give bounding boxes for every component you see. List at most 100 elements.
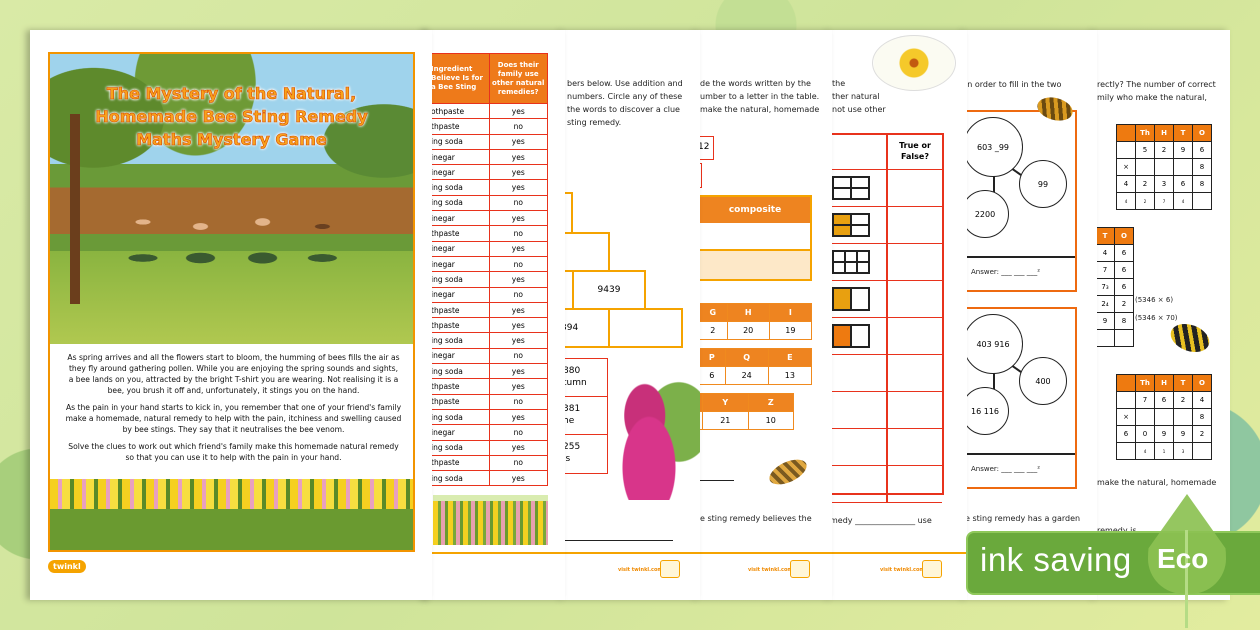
digit-cell[interactable]: × <box>1116 158 1136 176</box>
remedy-answer-cell: yes <box>488 317 548 334</box>
pyramid-brick[interactable]: 9439 <box>572 270 646 310</box>
digit-cell[interactable]: 2 <box>1192 425 1212 443</box>
digit-cell[interactable] <box>1114 329 1134 347</box>
digit-cell[interactable]: 5 <box>1135 141 1155 159</box>
digit-cell[interactable] <box>1154 158 1174 176</box>
digit-cell[interactable] <box>1135 408 1155 426</box>
table-row: ing soda yes <box>430 363 548 380</box>
remedy-answer-cell: yes <box>488 378 548 395</box>
digit-cell[interactable]: 6 <box>1116 425 1136 443</box>
digit-cell[interactable]: 6 <box>1192 141 1212 159</box>
twinkl-badge <box>922 560 942 578</box>
pyramid-brick[interactable] <box>608 308 683 348</box>
ingredient-cell: ing soda <box>430 439 490 456</box>
pyramid-brick[interactable] <box>563 232 610 272</box>
letter-table: G H I 2 20 19 <box>698 303 813 340</box>
digit-cell[interactable]: 7 <box>1135 391 1155 409</box>
letter-cell: Q <box>724 348 769 367</box>
digit-cell[interactable]: 4 <box>1135 442 1155 460</box>
digit-cell[interactable]: 7 <box>1095 261 1115 279</box>
digit-cell[interactable] <box>1192 442 1212 460</box>
digit-cell[interactable]: 4 <box>1116 192 1136 210</box>
ingredient-cell: thpaste <box>430 378 490 395</box>
table-row <box>1095 329 1134 347</box>
ingredient-cell: inegar <box>430 148 490 166</box>
digit-cell[interactable]: 8 <box>1192 175 1212 193</box>
digit-cell[interactable]: 8 <box>1192 158 1212 176</box>
twinkl-badge <box>790 560 810 578</box>
remedy-answer-cell: yes <box>488 332 548 349</box>
table-row: × 8 <box>1116 158 1212 176</box>
digit-cell[interactable]: 3 <box>1173 442 1193 460</box>
letter-cell: Y <box>702 393 749 412</box>
digit-cell[interactable]: 9 <box>1095 312 1115 330</box>
digit-cell[interactable]: 6 <box>1154 391 1174 409</box>
digit-cell[interactable]: 6 <box>1114 261 1134 279</box>
digit-cell[interactable]: 7₃ <box>1095 278 1115 296</box>
worksheet-multiplication: rectly? The number of correct mily who m… <box>1095 30 1230 600</box>
digit-cell[interactable] <box>1173 158 1193 176</box>
digit-cell[interactable]: 9 <box>1173 141 1193 159</box>
digit-cell[interactable]: 6 <box>1173 175 1193 193</box>
table-row: inegar yes <box>430 210 548 227</box>
table-row <box>830 429 942 466</box>
digit-cell[interactable] <box>1135 158 1155 176</box>
digit-cell[interactable]: 2 <box>1154 141 1174 159</box>
digit-cell[interactable] <box>1192 192 1212 210</box>
answer-line[interactable] <box>698 480 734 481</box>
fraction-grid <box>832 287 870 311</box>
digit-cell[interactable]: 6 <box>1114 244 1134 262</box>
digit-cell: H <box>1154 374 1174 392</box>
answer-line[interactable]: Answer: ___ ___ ___² <box>971 465 1040 473</box>
daffodil-border-illustration <box>50 479 413 550</box>
answer-line[interactable] <box>563 540 673 541</box>
digit-cell[interactable]: 9 <box>1154 425 1174 443</box>
digit-cell[interactable] <box>1116 391 1136 409</box>
digit-cell[interactable]: 2 <box>1135 175 1155 193</box>
digit-cell[interactable]: 6 <box>1114 278 1134 296</box>
digit-cell[interactable]: 7 <box>1154 192 1174 210</box>
digit-cell[interactable]: 8 <box>1192 408 1212 426</box>
digit-cell[interactable]: 2 <box>1173 391 1193 409</box>
pyramid-brick[interactable]: 394 <box>563 308 610 348</box>
digit-cell[interactable] <box>1154 408 1174 426</box>
table-row: Th H T O <box>1116 374 1212 392</box>
ingredient-cell: inegar <box>430 347 490 365</box>
cover-frame: The Mystery of the Natural, Homemade Bee … <box>48 52 415 552</box>
footer-link[interactable]: visit twinkl.com <box>880 567 925 573</box>
digit-cell[interactable]: × <box>1116 408 1136 426</box>
digit-cell[interactable]: 3 <box>1154 175 1174 193</box>
digit-cell[interactable]: 2₄ <box>1095 295 1115 313</box>
story-paragraph: Solve the clues to work out which friend… <box>56 441 411 463</box>
table-row: thpaste yes <box>430 301 548 319</box>
ingredient-cell: inegar <box>430 424 490 441</box>
digit-cell[interactable]: 2 <box>1114 295 1134 313</box>
digit-cell[interactable]: 1 <box>1154 442 1174 460</box>
digit-cell[interactable] <box>1116 442 1136 460</box>
digit-cell[interactable]: 8 <box>1114 312 1134 330</box>
digit-cell[interactable] <box>1095 329 1115 347</box>
worksheet-number-pyramid: bers below. Use addition and numbers. Ci… <box>563 30 700 600</box>
story-line: they fly around gathering pollen. While … <box>68 364 399 373</box>
bottom-text: e sting remedy believes the <box>700 514 812 523</box>
digit-cell[interactable]: 4 <box>1095 244 1115 262</box>
digit-cell[interactable]: 4 <box>1173 192 1193 210</box>
digit-cell[interactable]: 9 <box>1173 425 1193 443</box>
footer-link[interactable]: visit twinkl.com <box>618 567 663 573</box>
digit-cell[interactable] <box>1173 408 1193 426</box>
digit-cell: Th <box>1135 124 1155 142</box>
footer-link[interactable]: visit twinkl.com <box>748 567 793 573</box>
table-row: 21 10 <box>698 411 795 430</box>
table-row: inegar yes <box>430 148 548 166</box>
remedy-answer-cell: yes <box>488 439 548 456</box>
digit-cell[interactable]: 2 <box>1135 192 1155 210</box>
answer-line[interactable]: Answer: ___ ___ ___² <box>971 268 1040 276</box>
digit-cell[interactable]: 4 <box>1116 175 1136 193</box>
digit-cell[interactable] <box>1116 141 1136 159</box>
story-line: bee, you brush it off and, unfortunately… <box>107 386 360 395</box>
digit-cell[interactable]: 0 <box>1135 425 1155 443</box>
digit-cell[interactable]: 4 <box>1192 391 1212 409</box>
